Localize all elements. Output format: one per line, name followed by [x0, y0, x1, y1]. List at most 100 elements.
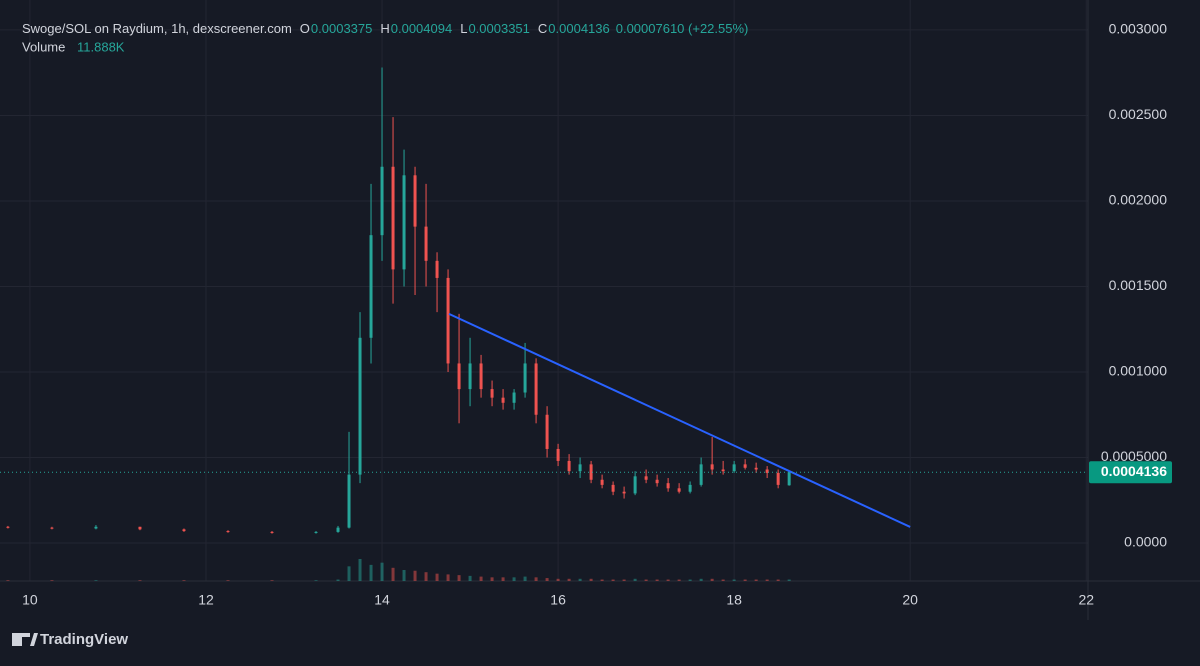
candle-body	[479, 363, 483, 390]
volume-bar	[380, 562, 384, 581]
volume-bar	[556, 578, 560, 581]
candle-body	[534, 363, 538, 415]
volume-bar	[633, 578, 637, 581]
x-tick-label: 14	[374, 592, 390, 608]
candle-body	[468, 363, 472, 390]
candle-body	[633, 476, 637, 494]
ohlc-value: 0.0004094	[391, 21, 452, 36]
candle-body	[600, 479, 604, 485]
ohlc-label: C	[538, 21, 547, 36]
y-tick-label: 0.003000	[1109, 21, 1168, 37]
change-value: 0.00007610 (+22.55%)	[616, 21, 749, 36]
x-tick-label: 10	[22, 592, 38, 608]
candle-body	[435, 260, 439, 278]
ohlc-label: L	[460, 21, 467, 36]
candle-body	[413, 175, 417, 227]
candle-body	[677, 488, 681, 492]
x-tick-label: 12	[198, 592, 214, 608]
volume-bar	[534, 577, 538, 581]
volume-bar	[754, 579, 758, 581]
candle-body	[754, 467, 758, 470]
volume-bar	[479, 576, 483, 581]
volume-bar	[424, 572, 428, 581]
x-tick-label: 22	[1078, 592, 1094, 608]
candle-body	[402, 175, 406, 270]
volume-bar	[677, 579, 681, 581]
volume-bar	[50, 580, 54, 581]
candle-body	[457, 363, 461, 390]
candle-body	[545, 414, 549, 449]
x-tick-label: 18	[726, 592, 742, 608]
volume-label: Volume	[22, 39, 65, 54]
candle-body	[578, 464, 582, 472]
candle-body	[347, 474, 351, 528]
candle-body	[182, 529, 186, 532]
candle-body	[776, 472, 780, 485]
volume-bar	[391, 567, 395, 581]
volume-bar	[523, 576, 527, 581]
volume-bar	[413, 570, 417, 581]
candle-body	[611, 484, 615, 492]
candle-body	[50, 527, 54, 529]
volume-value: 11.888K	[77, 39, 125, 54]
candle-body	[644, 476, 648, 480]
ohlc-value: 0.0004136	[548, 21, 609, 36]
y-tick-label: 0.002000	[1109, 192, 1168, 208]
volume-bar	[611, 579, 615, 581]
volume-bar	[182, 580, 186, 581]
volume-bar	[6, 580, 10, 581]
candle-body	[556, 448, 560, 461]
volume-bar	[435, 573, 439, 581]
candle-body	[787, 472, 791, 486]
candle-body	[622, 491, 626, 494]
price-label-box	[1089, 461, 1172, 484]
trendline	[448, 312, 911, 528]
volume-bar	[600, 579, 604, 581]
volume-bar	[336, 579, 340, 581]
candle-body	[6, 526, 10, 528]
ohlc-value: 0.0003375	[311, 21, 372, 36]
volume-bar	[710, 578, 714, 581]
volume-bar	[655, 579, 659, 581]
volume-bar	[314, 580, 318, 581]
title-text: Swoge/SOL on Raydium, 1h, dexscreener.co…	[22, 21, 292, 36]
volume-bar	[457, 575, 461, 581]
volume-bar	[446, 574, 450, 581]
candle-body	[380, 166, 384, 236]
y-tick-label: 0.001000	[1109, 363, 1168, 379]
volume-bar	[270, 580, 274, 581]
y-tick-label: 0.002500	[1109, 106, 1168, 122]
candle-body	[743, 464, 747, 468]
volume-bar	[138, 580, 142, 581]
candle-body	[138, 526, 142, 530]
volume-bar	[589, 578, 593, 581]
volume-bar	[402, 570, 406, 581]
candle-body	[523, 363, 527, 393]
candle-body	[589, 464, 593, 480]
volume-bar	[468, 575, 472, 581]
volume-bar	[622, 579, 626, 581]
ohlc-label: H	[380, 21, 389, 36]
volume-bar	[501, 577, 505, 581]
candle-body	[710, 464, 714, 470]
logo	[12, 633, 38, 646]
candle-body	[721, 469, 725, 472]
x-tick-label: 20	[902, 592, 918, 608]
volume-bar	[490, 577, 494, 581]
volume-bar	[666, 579, 670, 581]
volume-bar	[226, 580, 230, 581]
volume-bar	[699, 578, 703, 581]
footer: TradingView	[40, 631, 128, 648]
volume-bar	[765, 579, 769, 581]
chart-title: Swoge/SOL on Raydium, 1h, dexscreener.co…	[22, 21, 748, 36]
candle-body	[688, 484, 692, 492]
candle-body	[512, 392, 516, 403]
volume-bar	[358, 559, 362, 581]
volume-bar	[545, 578, 549, 581]
volume-bar	[578, 578, 582, 581]
volume-bar	[776, 579, 780, 581]
ohlc-label: O	[300, 21, 310, 36]
